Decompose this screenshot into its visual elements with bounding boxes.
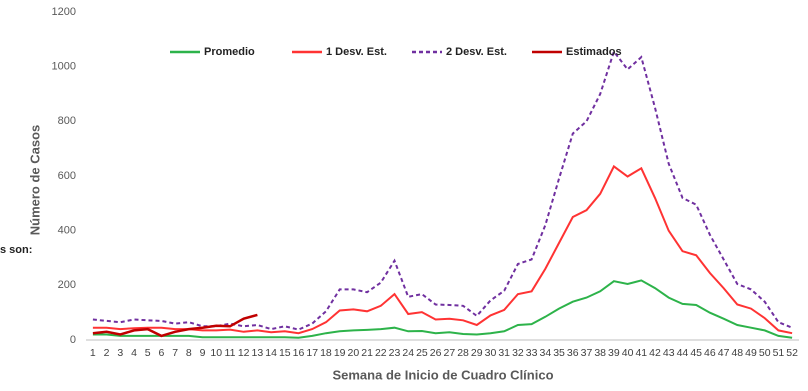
x-tick-label: 51: [773, 347, 785, 359]
x-tick-label: 26: [430, 347, 442, 359]
series-line: [92, 49, 793, 331]
x-tick-label: 4: [131, 347, 137, 359]
series-line: [92, 313, 258, 338]
y-tick-label: 0: [70, 334, 76, 346]
x-tick-label: 24: [402, 347, 414, 359]
y-tick-label: 400: [58, 225, 76, 237]
x-tick-label: 52: [786, 347, 798, 359]
x-tick-label: 41: [635, 347, 647, 359]
y-tick-label: 1200: [52, 6, 76, 18]
y-axis-label: Número de Casos: [27, 125, 42, 236]
x-tick-label: 5: [145, 347, 151, 359]
y-tick-label: 800: [58, 115, 76, 127]
legend-label: 2 Desv. Est.: [446, 46, 507, 58]
x-tick-label: 2: [104, 347, 110, 359]
x-tick-label: 3: [117, 347, 123, 359]
y-tick-label: 1000: [52, 61, 76, 73]
x-tick-label: 20: [348, 347, 360, 359]
x-tick-label: 35: [553, 347, 565, 359]
x-tick-label: 13: [252, 347, 264, 359]
x-tick-label: 9: [200, 347, 206, 359]
x-tick-label: 12: [238, 347, 250, 359]
x-tick-label: 27: [444, 347, 456, 359]
x-axis-label: Semana de Inicio de Cuadro Clínico: [332, 367, 553, 382]
x-tick-label: 23: [389, 347, 401, 359]
series-line: [92, 164, 793, 335]
x-tick-label: 30: [485, 347, 497, 359]
x-tick-label: 48: [731, 347, 743, 359]
x-tick-label: 50: [759, 347, 771, 359]
legend-label: Estimados: [566, 46, 622, 58]
series-line: [92, 279, 793, 339]
x-tick-label: 31: [498, 347, 510, 359]
x-tick-label: 49: [745, 347, 757, 359]
x-tick-label: 7: [172, 347, 178, 359]
annotation: s son:: [0, 244, 32, 256]
x-tick-label: 38: [594, 347, 606, 359]
x-tick-label: 16: [293, 347, 305, 359]
x-tick-label: 19: [334, 347, 346, 359]
x-tick-label: 25: [416, 347, 428, 359]
x-tick-label: 34: [539, 347, 551, 359]
x-tick-label: 39: [608, 347, 620, 359]
x-tick-label: 18: [320, 347, 332, 359]
x-tick-label: 8: [186, 347, 192, 359]
x-tick-label: 46: [704, 347, 716, 359]
x-tick-label: 32: [512, 347, 524, 359]
legend-label: Promedio: [204, 46, 255, 58]
y-tick-label: 600: [58, 170, 76, 182]
legend-label: 1 Desv. Est.: [326, 46, 387, 58]
x-tick-label: 15: [279, 347, 291, 359]
x-tick-label: 33: [526, 347, 538, 359]
x-tick-label: 42: [649, 347, 661, 359]
x-tick-label: 1: [90, 347, 96, 359]
x-tick-label: 28: [457, 347, 469, 359]
x-tick-label: 36: [567, 347, 579, 359]
x-tick-label: 17: [306, 347, 318, 359]
x-tick-label: 47: [718, 347, 730, 359]
x-tick-label: 40: [622, 347, 634, 359]
x-tick-label: 43: [663, 347, 675, 359]
x-tick-label: 44: [677, 347, 689, 359]
x-tick-label: 22: [375, 347, 387, 359]
y-tick-label: 200: [58, 279, 76, 291]
x-tick-label: 10: [210, 347, 222, 359]
x-tick-label: 37: [581, 347, 593, 359]
x-tick-label: 14: [265, 347, 277, 359]
x-tick-label: 29: [471, 347, 483, 359]
x-tick-label: 45: [690, 347, 702, 359]
x-tick-label: 6: [158, 347, 164, 359]
x-tick-label: 11: [225, 347, 236, 359]
x-tick-label: 21: [361, 347, 373, 359]
